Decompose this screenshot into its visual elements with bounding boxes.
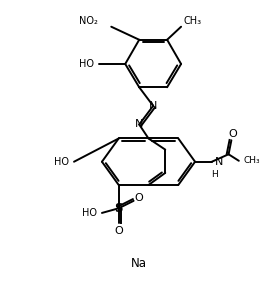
Text: Na: Na bbox=[131, 257, 147, 270]
Text: N: N bbox=[135, 119, 143, 129]
Text: HO: HO bbox=[80, 59, 94, 69]
Text: N: N bbox=[149, 101, 157, 111]
Text: CH₃: CH₃ bbox=[184, 16, 202, 26]
Text: N: N bbox=[215, 157, 223, 167]
Text: H: H bbox=[211, 170, 218, 179]
Text: S: S bbox=[115, 202, 123, 215]
Text: HO: HO bbox=[54, 157, 69, 167]
Text: O: O bbox=[134, 193, 143, 203]
Text: O: O bbox=[229, 129, 238, 139]
Text: NO₂: NO₂ bbox=[79, 16, 98, 26]
Text: O: O bbox=[114, 226, 123, 236]
Text: HO: HO bbox=[82, 208, 97, 218]
Text: CH₃: CH₃ bbox=[244, 156, 260, 165]
